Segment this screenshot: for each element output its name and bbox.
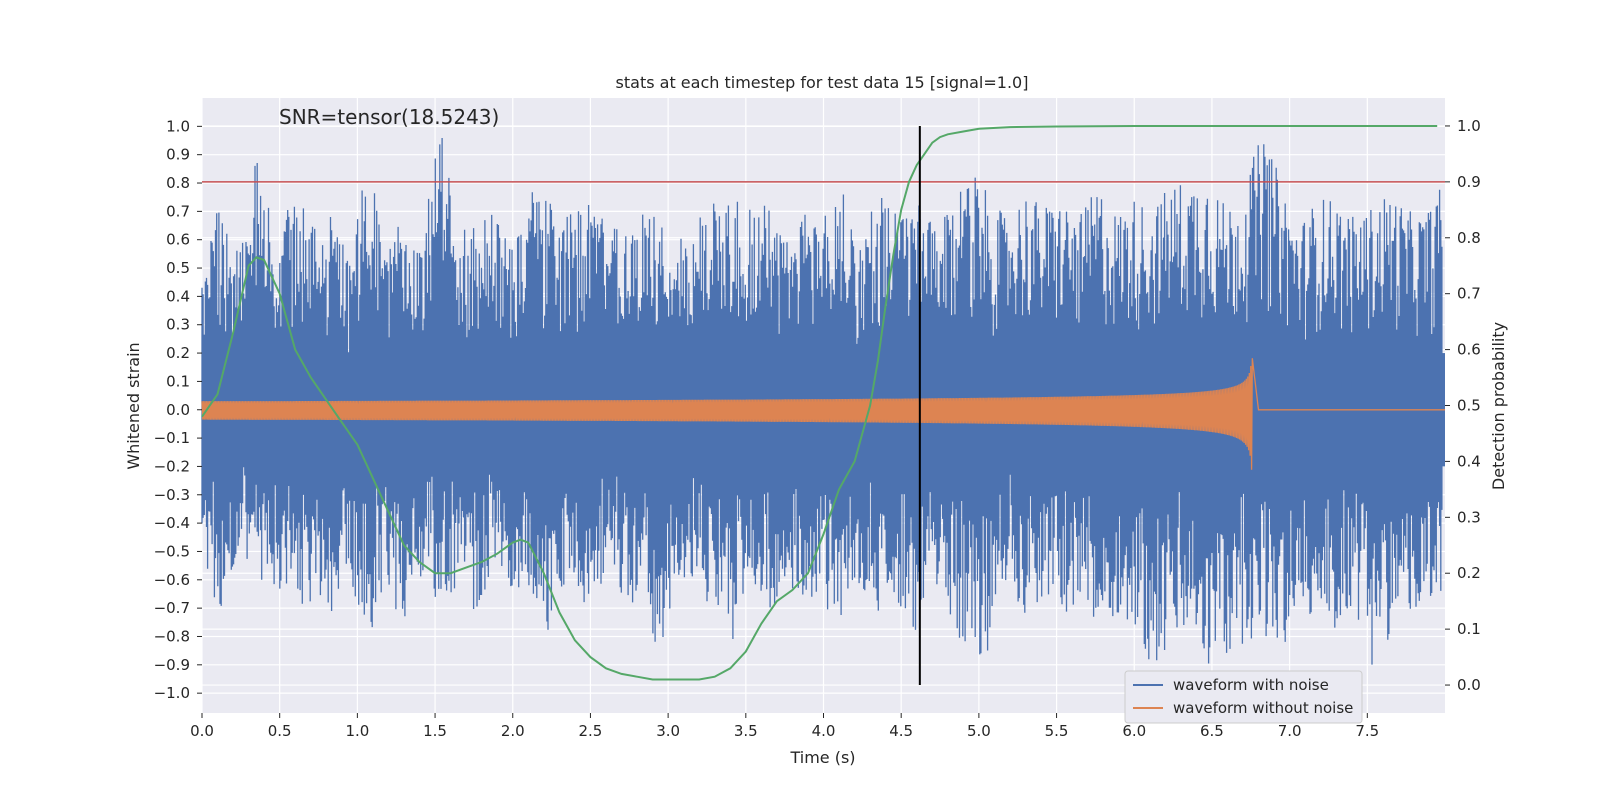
y2-tick-label-7: 0.3 [1457, 508, 1481, 526]
probability-line [201, 125, 1438, 681]
y-tick-label-9: 0.1 [166, 372, 190, 390]
y2-tick-label-9: 0.1 [1457, 620, 1481, 638]
y-tick-label-7: 0.3 [166, 316, 190, 334]
clean-waveform-series [201, 358, 1445, 470]
y-tick-label-17: −0.7 [154, 599, 190, 617]
y-tick-label-10: 0.0 [166, 401, 190, 419]
x-tick-label-13: 6.5 [1200, 722, 1224, 740]
y2-tick-label-4: 0.6 [1457, 341, 1481, 359]
y-tick-label-0: 1.0 [166, 117, 190, 135]
y-tick-label-4: 0.6 [166, 231, 190, 249]
y-tick-label-12: −0.2 [154, 457, 190, 475]
legend: waveform with noise waveform without noi… [1124, 670, 1363, 724]
x-tick-label-4: 2.0 [501, 722, 525, 740]
y2-tick-label-2: 0.8 [1457, 229, 1481, 247]
x-tick-label-12: 6.0 [1122, 722, 1146, 740]
legend-label-noise: waveform with noise [1173, 676, 1329, 694]
x-tick-label-2: 1.0 [345, 722, 369, 740]
y2-tick-label-10: 0.0 [1457, 676, 1481, 694]
y-axis-label: Whitened strain [124, 342, 143, 469]
x-tick-label-8: 4.0 [812, 722, 836, 740]
x-tick-label-11: 5.5 [1045, 722, 1069, 740]
x-tick-label-14: 7.0 [1278, 722, 1302, 740]
y2-axis-ticks: 1.0 0.9 0.8 0.7 0.6 0.5 0.4 0.3 0.2 0.1 0.0 [1445, 117, 1481, 694]
y-tick-label-20: −1.0 [154, 684, 190, 702]
y2-tick-label-1: 0.9 [1457, 173, 1481, 191]
y-axis-ticks: 1.0 0.9 0.8 0.7 0.6 0.5 0.4 0.3 0.2 0.1 0.0 −0.1 −0.… [154, 117, 202, 702]
x-tick-label-10: 5.0 [967, 722, 991, 740]
y-tick-label-6: 0.4 [166, 287, 190, 305]
chart-title: stats at each timestep for test data 15 … [616, 73, 1029, 92]
y-tick-label-8: 0.2 [166, 344, 190, 362]
x-tick-label-9: 4.5 [889, 722, 913, 740]
x-axis-label: Time (s) [789, 748, 855, 767]
x-tick-label-15: 7.5 [1355, 722, 1379, 740]
x-tick-label-3: 1.5 [423, 722, 447, 740]
y-tick-label-11: −0.1 [154, 429, 190, 447]
y-tick-label-3: 0.7 [166, 202, 190, 220]
y-tick-label-2: 0.8 [166, 174, 190, 192]
x-tick-label-5: 2.5 [579, 722, 603, 740]
y2-tick-label-6: 0.4 [1457, 452, 1481, 470]
y2-tick-label-3: 0.7 [1457, 285, 1481, 303]
clean-waveform-line [201, 358, 1445, 470]
y2-tick-label-5: 0.5 [1457, 397, 1481, 415]
y2-axis-label: Detection probability [1489, 322, 1508, 490]
y-tick-label-13: −0.3 [154, 486, 190, 504]
x-tick-label-7: 3.5 [734, 722, 758, 740]
x-axis-ticks: 0.0 0.5 1.0 1.5 2.0 2.5 3.0 3.5 4.0 4.5 5.0 5.5 6.0 6… [190, 713, 1379, 740]
x-tick-label-6: 3.0 [656, 722, 680, 740]
y-tick-label-5: 0.5 [166, 259, 190, 277]
y-tick-label-1: 0.9 [166, 146, 190, 164]
y-tick-label-15: −0.5 [154, 542, 190, 560]
y-tick-label-16: −0.6 [154, 571, 190, 589]
y2-tick-label-8: 0.2 [1457, 564, 1481, 582]
y-tick-label-19: −0.9 [154, 656, 190, 674]
x-tick-label-0: 0.0 [190, 722, 214, 740]
x-tick-label-1: 0.5 [268, 722, 292, 740]
legend-label-clean: waveform without noise [1173, 699, 1353, 717]
y2-tick-label-0: 1.0 [1457, 117, 1481, 135]
legend-box [1124, 670, 1363, 724]
y-tick-label-14: −0.4 [154, 514, 190, 532]
y-tick-label-18: −0.8 [154, 627, 190, 645]
snr-annotation: SNR=tensor(18.5243) [279, 105, 499, 129]
probability-series [201, 125, 1438, 681]
